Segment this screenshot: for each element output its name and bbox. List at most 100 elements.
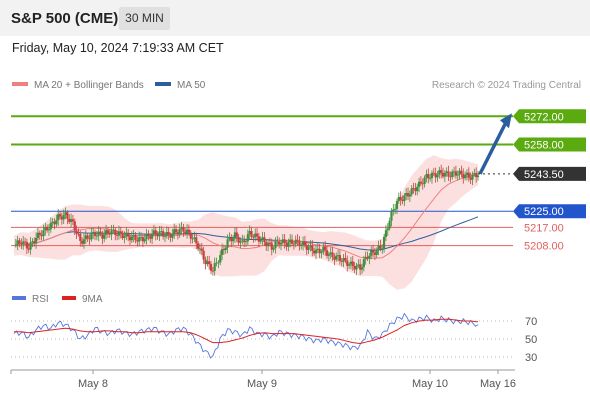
candle-body: [364, 256, 367, 260]
candle-body: [255, 233, 259, 237]
candle-body: [147, 234, 150, 237]
candle-body: [248, 230, 251, 235]
candle-body: [128, 236, 132, 241]
candle-body: [252, 236, 255, 238]
candle-body: [200, 248, 203, 251]
candle-body: [266, 243, 270, 247]
candle-body: [403, 195, 406, 202]
candle-body: [162, 231, 165, 237]
candle-body: [313, 250, 316, 254]
candle-body: [244, 241, 248, 243]
candle-body: [458, 170, 461, 175]
candle-body: [108, 233, 111, 235]
candle-body: [449, 176, 452, 178]
candle-body: [254, 233, 257, 238]
candle-body: [454, 171, 458, 176]
candle-body: [359, 264, 362, 270]
candle-body: [300, 244, 303, 246]
candle-body: [265, 242, 268, 247]
candle-body: [257, 236, 260, 242]
candle-body: [329, 252, 332, 255]
timestamp: Friday, May 10, 2024 7:19:33 AM CET: [12, 41, 224, 55]
candle-body: [60, 216, 63, 220]
candle-body: [97, 231, 100, 236]
candle-body: [336, 255, 340, 256]
candle-body: [75, 230, 78, 234]
candle-body: [408, 194, 411, 197]
candle-body: [176, 232, 179, 234]
candle-body: [423, 177, 426, 185]
candle-body: [88, 238, 91, 240]
candle-body: [152, 230, 156, 235]
interval-button[interactable]: 30 MIN: [119, 7, 170, 30]
candle-body: [469, 177, 472, 180]
candle-body: [49, 222, 52, 230]
candle-body: [410, 188, 413, 195]
candle-body: [185, 229, 189, 233]
candle-body: [209, 264, 213, 271]
candle-body: [180, 227, 183, 229]
candle-body: [452, 171, 456, 173]
candle-body: [208, 261, 211, 265]
candle-body: [301, 241, 305, 245]
candle-body: [416, 186, 419, 192]
candle-body: [318, 248, 321, 254]
candle-body: [158, 231, 161, 237]
candle-body: [417, 181, 421, 187]
candle-body: [222, 249, 226, 251]
candle-body: [392, 209, 395, 212]
candle-body: [110, 230, 113, 235]
candle-body: [340, 260, 343, 262]
candle-body: [283, 239, 286, 244]
candle-body: [119, 231, 122, 233]
rsi-legend-label: 9MA: [82, 294, 103, 305]
candle-body: [206, 261, 209, 265]
price-label-5208.00: 5208.00: [524, 241, 564, 253]
candle-body: [399, 196, 402, 201]
price-tag-5272.00: [513, 109, 586, 124]
candle-body: [106, 230, 110, 234]
candle-body: [394, 208, 397, 210]
rsi-tick-label: 70: [525, 316, 537, 328]
candle-body: [425, 174, 428, 178]
candle-body: [139, 237, 143, 238]
candle-body: [382, 236, 386, 249]
rsi-ma-line: [14, 318, 479, 345]
candle-body: [202, 250, 205, 260]
candle-body: [239, 241, 242, 243]
candle-body: [305, 245, 308, 250]
legend-ma50: MA 50: [155, 80, 205, 91]
candle-body: [414, 188, 417, 192]
candle-body: [460, 170, 463, 174]
candle-body: [440, 170, 443, 173]
price-label-5243.50: 5243.50: [524, 169, 564, 181]
candle-body: [294, 239, 297, 245]
candles: [14, 164, 480, 276]
candle-body: [92, 232, 95, 234]
candle-body: [314, 249, 318, 254]
candle-body: [377, 245, 380, 250]
candle-body: [99, 231, 102, 234]
rsi-legend-swatch: [12, 296, 26, 300]
candle-body: [276, 241, 279, 243]
candle-body: [90, 233, 93, 240]
candle-body: [79, 233, 82, 241]
candle-body: [71, 219, 75, 222]
candle-body: [132, 235, 135, 237]
candle-body: [436, 174, 439, 178]
rsi-legend-swatch: [62, 296, 76, 300]
candle-body: [233, 232, 237, 239]
candle-body: [14, 244, 17, 246]
candle-body: [163, 236, 167, 237]
candle-body: [213, 263, 216, 271]
candle-body: [169, 234, 172, 238]
candle-body: [381, 248, 384, 250]
candle-body: [348, 264, 351, 266]
candle-body: [149, 236, 152, 239]
candle-body: [405, 193, 408, 196]
candle-body: [82, 239, 86, 244]
header-bar: S&P 500 (CME) 30 MIN: [0, 0, 590, 36]
candle-body: [246, 234, 249, 242]
candle-body: [261, 237, 264, 240]
